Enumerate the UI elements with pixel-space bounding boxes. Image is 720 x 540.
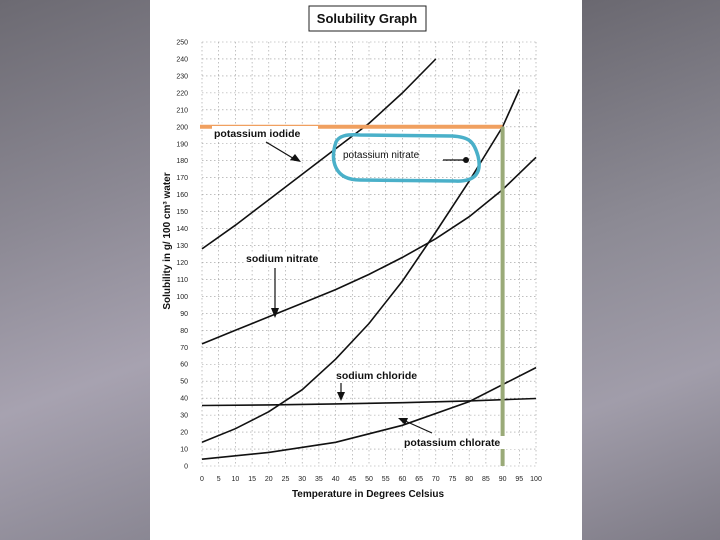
y-tick-label: 0 (184, 464, 188, 471)
label-potassium-iodide: potassium iodide (212, 126, 318, 162)
chart-title: Solubility Graph (317, 11, 417, 26)
label-potassium-nitrate: potassium nitrate (343, 150, 469, 163)
x-tick-label: 80 (465, 476, 473, 483)
x-axis-title: Temperature in Degrees Celsius (292, 489, 445, 500)
y-tick-label: 190 (176, 141, 188, 148)
y-tick-label: 160 (176, 192, 188, 199)
hand-drawn-highlight-circle (331, 133, 481, 183)
x-tick-label: 40 (332, 476, 340, 483)
y-tick-label: 90 (180, 311, 188, 318)
x-tick-label: 10 (232, 476, 240, 483)
arrowhead (463, 157, 469, 163)
x-tick-label: 55 (382, 476, 390, 483)
x-tick-label: 0 (200, 476, 204, 483)
y-tick-label: 240 (176, 56, 188, 63)
x-tick-label: 20 (265, 476, 273, 483)
x-tick-label: 45 (348, 476, 356, 483)
label-sodium-chloride: sodium chloride (334, 368, 432, 401)
x-tick-label: 65 (415, 476, 423, 483)
series-label-potassium-iodide: potassium iodide (214, 128, 301, 140)
y-tick-label: 180 (176, 158, 188, 165)
label-arrow (265, 141, 297, 161)
y-tick-label: 120 (176, 260, 188, 267)
x-tick-label: 100 (530, 476, 542, 483)
y-tick-label: 10 (180, 447, 188, 454)
x-tick-label: 90 (499, 476, 507, 483)
x-tick-label: 60 (399, 476, 407, 483)
chart-title-box: Solubility Graph (308, 5, 427, 32)
slide-background-left (0, 0, 150, 540)
arrowhead (271, 308, 279, 318)
y-tick-label: 70 (180, 345, 188, 352)
x-tick-label: 95 (515, 476, 523, 483)
y-tick-label: 150 (176, 209, 188, 216)
x-tick-label: 70 (432, 476, 440, 483)
y-tick-label: 170 (176, 175, 188, 182)
y-tick-label: 110 (177, 277, 188, 284)
y-tick-label: 20 (180, 430, 188, 437)
y-axis-title: Solubility in g/ 100 cm³ water (162, 172, 173, 309)
y-tick-label: 250 (176, 40, 188, 47)
y-tick-label: 130 (176, 243, 188, 250)
y-tick-label: 80 (180, 328, 188, 335)
y-tick-label: 60 (180, 362, 188, 369)
y-tick-label: 210 (176, 107, 188, 114)
series-line-sodium-nitrate (201, 156, 537, 345)
y-tick-label: 40 (180, 396, 188, 403)
y-tick-label: 30 (180, 413, 188, 420)
arrowhead (337, 392, 345, 401)
label-potassium-chlorate: potassium chlorate (398, 418, 522, 449)
x-tick-label: 5 (217, 476, 221, 483)
arrowhead (398, 418, 408, 425)
x-tick-label: 50 (365, 476, 373, 483)
x-tick-label: 75 (449, 476, 457, 483)
x-tick-label: 25 (282, 476, 290, 483)
series-label-potassium-chlorate: potassium chlorate (404, 437, 500, 449)
y-tick-label: 140 (176, 226, 188, 233)
x-tick-label: 85 (482, 476, 490, 483)
y-tick-label: 200 (176, 124, 188, 131)
x-tick-label: 15 (248, 476, 256, 483)
x-tick-label: 35 (315, 476, 323, 483)
label-arrow (402, 419, 433, 434)
x-tick-label: 30 (298, 476, 306, 483)
y-tick-label: 220 (176, 90, 188, 97)
y-tick-label: 50 (180, 379, 188, 386)
label-sodium-nitrate: sodium nitrate (244, 252, 330, 318)
series-line-potassium-iodide (201, 58, 437, 250)
slide-background-right (582, 0, 720, 540)
series-line-sodium-chloride (201, 397, 537, 407)
y-tick-label: 230 (176, 73, 188, 80)
arrowhead (290, 154, 301, 162)
series-label-sodium-chloride: sodium chloride (336, 370, 417, 382)
series-label-potassium-nitrate: potassium nitrate (343, 150, 420, 161)
series-label-sodium-nitrate: sodium nitrate (246, 253, 319, 265)
y-tick-label: 100 (176, 294, 188, 301)
series-line-potassium-chlorate (201, 366, 537, 460)
chart-page (150, 0, 582, 540)
